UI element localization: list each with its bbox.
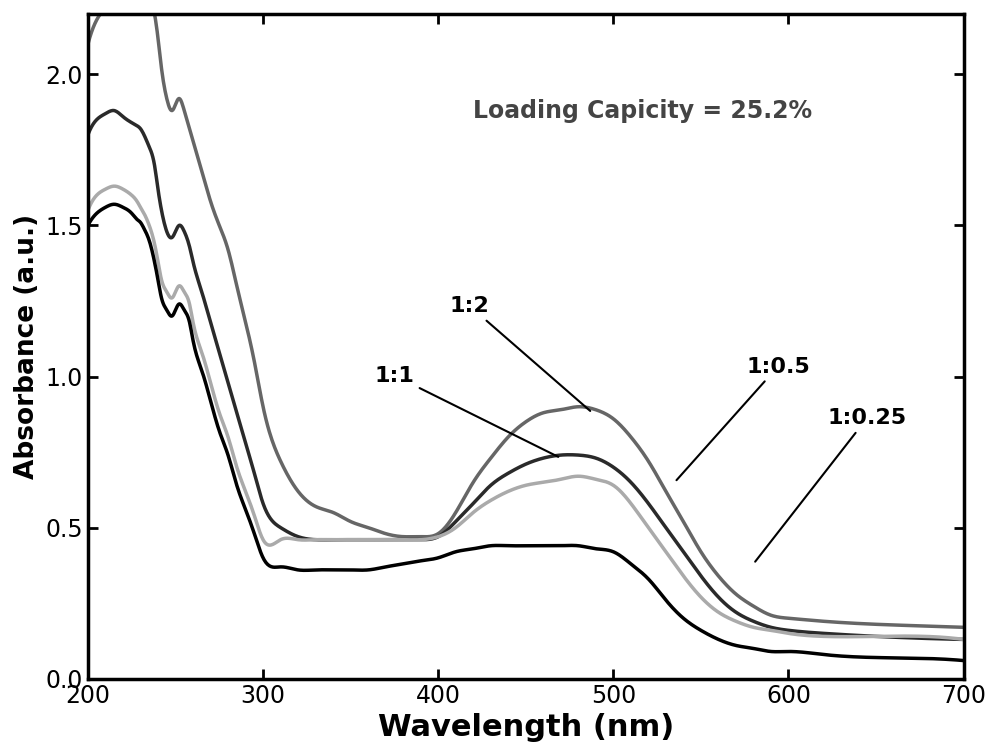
- Text: 1:0.5: 1:0.5: [676, 357, 810, 480]
- Text: 1:1: 1:1: [374, 366, 558, 457]
- Text: 1:2: 1:2: [450, 296, 590, 411]
- X-axis label: Wavelength (nm): Wavelength (nm): [378, 713, 674, 742]
- Text: 1:0.25: 1:0.25: [755, 408, 907, 562]
- Y-axis label: Absorbance (a.u.): Absorbance (a.u.): [14, 214, 40, 479]
- Text: Loading Capicity = 25.2%: Loading Capicity = 25.2%: [473, 98, 812, 122]
